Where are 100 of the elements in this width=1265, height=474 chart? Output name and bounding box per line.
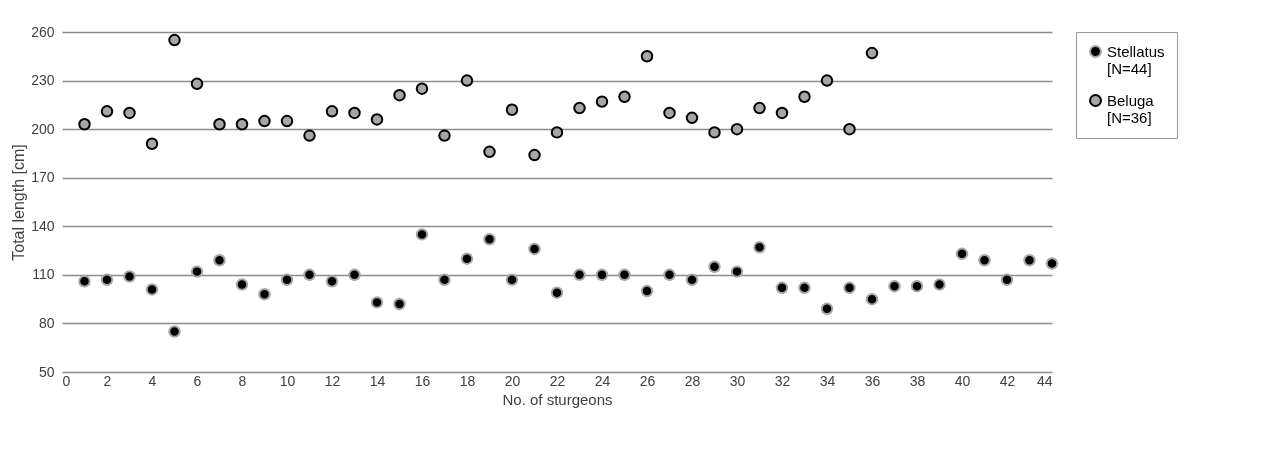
point — [460, 74, 474, 87]
point — [213, 254, 226, 267]
legend-label: Stellatus [N=44] — [1107, 42, 1165, 77]
point — [618, 90, 631, 103]
point — [1045, 257, 1059, 270]
point — [100, 273, 114, 286]
x-tick-label: 40 — [954, 372, 971, 389]
point — [168, 33, 181, 47]
point — [753, 101, 766, 115]
point — [933, 278, 946, 291]
point — [235, 278, 249, 291]
point — [798, 90, 811, 103]
point — [348, 106, 361, 120]
point — [78, 118, 91, 131]
point — [1000, 273, 1014, 286]
point — [280, 114, 294, 128]
point — [843, 122, 856, 136]
point — [235, 118, 249, 131]
point — [753, 241, 766, 254]
point — [663, 106, 676, 120]
x-tick-label: 14 — [369, 372, 386, 389]
point — [100, 105, 114, 118]
point — [145, 283, 159, 296]
point — [865, 46, 879, 60]
point — [888, 279, 901, 293]
point — [213, 118, 226, 131]
x-tick-label: 16 — [414, 372, 431, 389]
point — [258, 288, 271, 301]
point — [303, 268, 316, 282]
point — [168, 325, 181, 338]
point — [123, 106, 136, 120]
point — [78, 275, 91, 288]
y-tick-label: 260 — [31, 23, 55, 40]
x-tick-label: 0 — [62, 372, 71, 389]
x-tick-label: 12 — [324, 372, 341, 389]
point — [460, 252, 474, 265]
point — [303, 129, 316, 142]
point — [190, 77, 204, 91]
point — [820, 74, 834, 87]
point — [415, 228, 429, 241]
point — [775, 281, 789, 295]
point — [438, 273, 451, 286]
x-axis-title: No. of sturgeons — [502, 390, 613, 408]
x-tick-label: 32 — [774, 372, 791, 389]
point — [123, 270, 136, 283]
point — [190, 265, 204, 278]
point — [258, 114, 271, 128]
y-tick-label: 230 — [31, 72, 55, 89]
x-tick-label: 36 — [864, 372, 881, 389]
point — [955, 247, 969, 261]
y-tick-label: 110 — [32, 266, 55, 283]
point — [370, 113, 384, 126]
point — [438, 129, 451, 142]
point — [393, 297, 406, 311]
point — [325, 105, 339, 118]
point — [798, 281, 811, 295]
point — [573, 101, 586, 115]
point — [663, 268, 676, 282]
y-tick-label: 140 — [31, 217, 55, 234]
point — [573, 268, 586, 282]
point — [775, 106, 789, 120]
point — [348, 268, 361, 282]
point — [640, 50, 654, 63]
y-tick-label: 200 — [31, 120, 55, 137]
point — [595, 268, 609, 282]
point — [393, 88, 406, 102]
point — [483, 233, 496, 246]
point — [528, 148, 541, 162]
x-tick-label: 38 — [909, 372, 926, 389]
point — [415, 82, 429, 95]
point — [640, 284, 654, 298]
point — [1023, 254, 1036, 267]
point — [685, 111, 699, 125]
point — [595, 95, 609, 108]
point — [618, 268, 631, 282]
x-tick-label: 24 — [594, 372, 611, 389]
point — [685, 273, 699, 286]
point — [325, 275, 339, 288]
x-tick-label: 42 — [999, 372, 1016, 389]
x-tick-label: 6 — [193, 372, 202, 389]
point — [550, 126, 564, 139]
y-tick-label: 170 — [31, 169, 55, 186]
point — [978, 254, 991, 267]
point — [865, 292, 879, 306]
point — [910, 279, 924, 293]
point — [280, 273, 294, 286]
point — [730, 122, 744, 136]
legend-label: Beluga [N=36] — [1107, 91, 1155, 126]
x-tick-label: 28 — [684, 372, 701, 389]
x-tick-label: 10 — [279, 372, 296, 389]
x-tick-label: 8 — [238, 372, 247, 389]
point — [843, 281, 856, 295]
point — [145, 137, 159, 150]
x-tick-label: 26 — [639, 372, 656, 389]
point — [370, 296, 384, 309]
y-tick-label: 50 — [38, 363, 55, 380]
x-tick-label: 20 — [504, 372, 521, 389]
x-tick-label: 44 — [1036, 372, 1053, 389]
point — [550, 286, 564, 299]
point — [820, 302, 834, 316]
